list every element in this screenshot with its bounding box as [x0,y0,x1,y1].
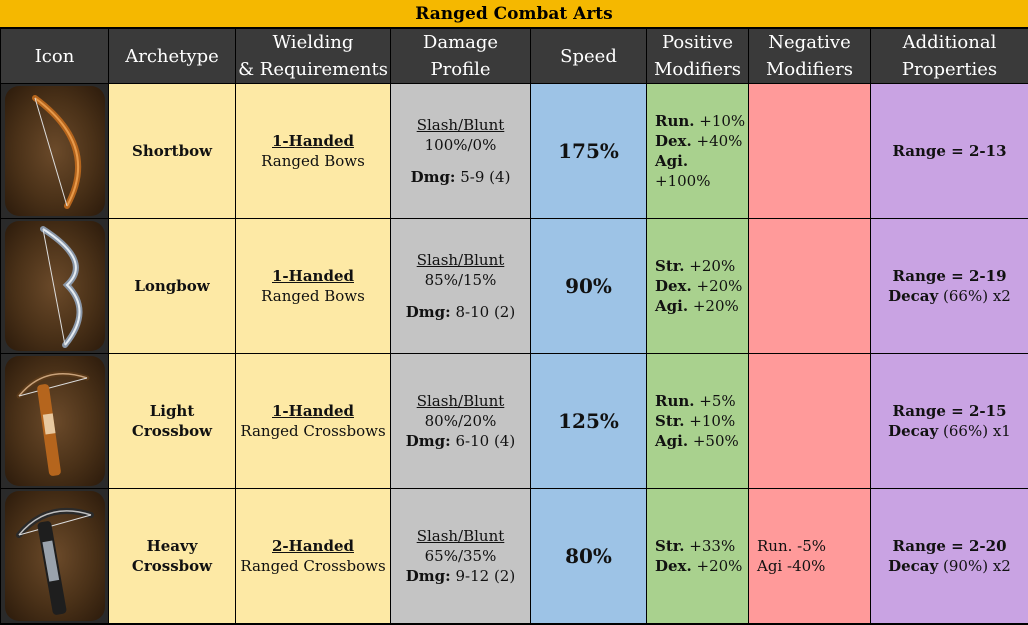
negative-modifier: Agi -40% [757,557,826,575]
sheet-title: Ranged Combat Arts [0,0,1028,27]
icon-cell [0,353,109,489]
positive-cell: Run. +5% Str. +10% Agi. +50% [646,353,749,489]
light-crossbow-icon [4,356,105,486]
header-wielding: Wielding & Requirements [235,28,391,84]
damage-cell: Slash/Blunt 100%/0% Dmg: 5-9 (4) [390,83,531,219]
damage-cell: Slash/Blunt 65%/35% Dmg: 9-12 (2) [390,488,531,624]
header-additional: Additional Properties [870,28,1028,84]
icon-cell [0,488,109,624]
shortbow-icon [4,86,105,216]
negative-cell: Run. -5% Agi -40% [748,488,871,624]
wielding-cell: 1-Handed Ranged Crossbows [235,353,391,489]
speed-cell: 125% [530,353,647,489]
archetype-cell: Shortbow [108,83,236,219]
positive-cell: Str. +33% Dex. +20% [646,488,749,624]
wielding-cell: 1-Handed Ranged Bows [235,83,391,219]
negative-cell [748,83,871,219]
archetype-cell: Longbow [108,218,236,354]
header-negative: Negative Modifiers [748,28,871,84]
header-positive: Positive Modifiers [646,28,749,84]
additional-cell: Range = 2-13 [870,83,1028,219]
wielding-cell: 1-Handed Ranged Bows [235,218,391,354]
icon-cell [0,83,109,219]
table-row: Light Crossbow 1-Handed Ranged Crossbows S… [0,353,1028,489]
additional-cell: Range = 2-19 Decay (66%) x2 [870,218,1028,354]
positive-cell: Str. +20% Dex. +20% Agi. +20% [646,218,749,354]
additional-cell: Range = 2-20 Decay (90%) x2 [870,488,1028,624]
heavy-crossbow-icon [4,491,105,621]
archetype-cell: Light Crossbow [108,353,236,489]
additional-cell: Range = 2-15 Decay (66%) x1 [870,353,1028,489]
table-row: Longbow 1-Handed Ranged Bows Slash/Blunt … [0,218,1028,354]
archetype-cell: Heavy Crossbow [108,488,236,624]
speed-cell: 175% [530,83,647,219]
icon-cell [0,218,109,354]
weapons-table: Icon Archetype Wielding & Requirements Da… [0,28,1028,624]
negative-modifier: Run. -5% [757,537,827,555]
positive-cell: Run. +10% Dex. +40% Agi. +100% [646,83,749,219]
header-damage: Damage Profile [390,28,531,84]
header-speed: Speed [530,28,647,84]
header-row: Icon Archetype Wielding & Requirements Da… [0,28,1028,84]
damage-cell: Slash/Blunt 85%/15% Dmg: 8-10 (2) [390,218,531,354]
speed-cell: 90% [530,218,647,354]
longbow-icon [4,221,105,351]
table-row: Shortbow 1-Handed Ranged Bows Slash/Blunt… [0,83,1028,219]
header-icon: Icon [0,28,109,84]
negative-cell [748,218,871,354]
speed-cell: 80% [530,488,647,624]
wielding-cell: 2-Handed Ranged Crossbows [235,488,391,624]
table-row: Heavy Crossbow 2-Handed Ranged Crossbows S… [0,488,1028,624]
damage-cell: Slash/Blunt 80%/20% Dmg: 6-10 (4) [390,353,531,489]
negative-cell [748,353,871,489]
header-archetype: Archetype [108,28,236,84]
